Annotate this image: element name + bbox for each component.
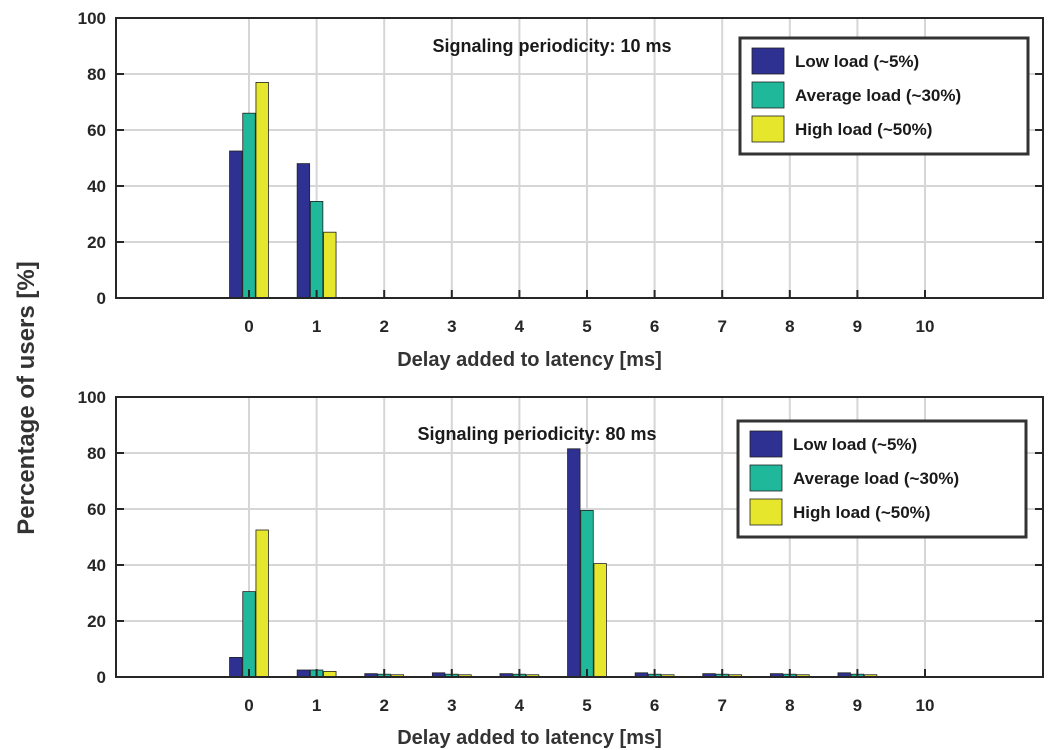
bar-average-0 <box>242 591 256 678</box>
legend: Low load (~5%) Average load (~30%) High lo… <box>738 36 1030 156</box>
legend-swatch-average <box>749 464 783 492</box>
y-tick-label: 80 <box>87 65 106 84</box>
legend-entry-average: Average load (~30%) <box>795 86 961 105</box>
x-tick-label: 0 <box>244 317 253 336</box>
legend: Low load (~5%) Average load (~30%) High lo… <box>736 419 1028 539</box>
x-tick-label: 9 <box>853 317 862 336</box>
x-tick-label: 4 <box>515 317 525 336</box>
axes-frame <box>115 396 1044 678</box>
bar-low-1 <box>296 163 311 299</box>
y-tick-label: 100 <box>78 388 106 407</box>
x-tick-label: 4 <box>515 696 525 715</box>
legend-entry-high: High load (~50%) <box>793 503 930 522</box>
x-tick-label: 3 <box>447 696 456 715</box>
x-tick-label: 2 <box>379 317 388 336</box>
bar-low-0 <box>229 150 243 299</box>
x-tick-label: 5 <box>582 696 591 715</box>
x-tick-label: 10 <box>916 696 935 715</box>
x-tick-label: 7 <box>717 696 726 715</box>
x-axis-label: Delay added to latency [ms] <box>397 349 662 371</box>
bottom-chart-panel: 0 20 40 60 80 100 0 1 2 3 4 5 6 7 8 9 10 Delay added to l… <box>78 388 1044 749</box>
bar-low-1 <box>296 669 311 678</box>
bar-high-1 <box>323 231 337 299</box>
x-tick-label: 6 <box>650 317 659 336</box>
legend-swatch-average <box>751 81 785 109</box>
y-tick-label: 60 <box>87 500 106 519</box>
x-tick-label: 6 <box>650 696 659 715</box>
legend-swatch-low <box>749 430 783 458</box>
legend-entry-average: Average load (~30%) <box>793 469 959 488</box>
legend-box <box>738 36 1030 156</box>
axes-frame <box>115 17 1044 299</box>
bar-high-5 <box>593 563 607 678</box>
bar-high-0 <box>255 82 269 299</box>
bar-low-5 <box>567 448 581 678</box>
periodicity-annotation: Signaling periodicity: 80 ms <box>417 424 656 444</box>
legend-entry-low: Low load (~5%) <box>795 52 919 71</box>
x-axis-label: Delay added to latency [ms] <box>397 727 662 749</box>
x-tick-label: 8 <box>785 696 794 715</box>
y-tick-label: 40 <box>87 177 106 196</box>
y-tick-label: 60 <box>87 121 106 140</box>
legend-swatch-high <box>751 115 785 143</box>
top-chart-panel: 0 20 40 60 80 100 0 1 2 3 4 5 6 7 8 9 10 Delay added to l… <box>78 9 1044 371</box>
y-tick-label: 20 <box>87 612 106 631</box>
y-tick-label: 100 <box>78 9 106 28</box>
bar-average-1 <box>309 200 324 299</box>
x-tick-label: 5 <box>582 317 591 336</box>
y-tick-label: 80 <box>87 444 106 463</box>
x-tick-label: 9 <box>853 696 862 715</box>
x-tick-label: 3 <box>447 317 456 336</box>
x-tick-label: 8 <box>785 317 794 336</box>
x-tick-label: 2 <box>379 696 388 715</box>
x-tick-label: 7 <box>717 317 726 336</box>
y-tick-label: 0 <box>97 668 106 687</box>
x-tick-label: 1 <box>312 696 321 715</box>
y-tick-label: 40 <box>87 556 106 575</box>
periodicity-annotation: Signaling periodicity: 10 ms <box>432 36 671 56</box>
x-tick-label: 0 <box>244 696 253 715</box>
y-tick-label: 0 <box>97 289 106 308</box>
bar-low-0 <box>229 657 243 678</box>
legend-entry-high: High load (~50%) <box>795 120 932 139</box>
y-tick-label: 20 <box>87 233 106 252</box>
bar-average-5 <box>580 509 594 678</box>
bar-high-0 <box>255 529 269 678</box>
legend-swatch-low <box>751 47 785 75</box>
shared-y-axis-label: Percentage of users [%] <box>13 261 40 534</box>
legend-swatch-high <box>749 498 783 526</box>
bar-average-0 <box>242 112 256 299</box>
x-tick-label: 1 <box>312 317 321 336</box>
legend-entry-low: Low load (~5%) <box>793 435 917 454</box>
legend-box <box>736 419 1028 539</box>
x-tick-label: 10 <box>916 317 935 336</box>
